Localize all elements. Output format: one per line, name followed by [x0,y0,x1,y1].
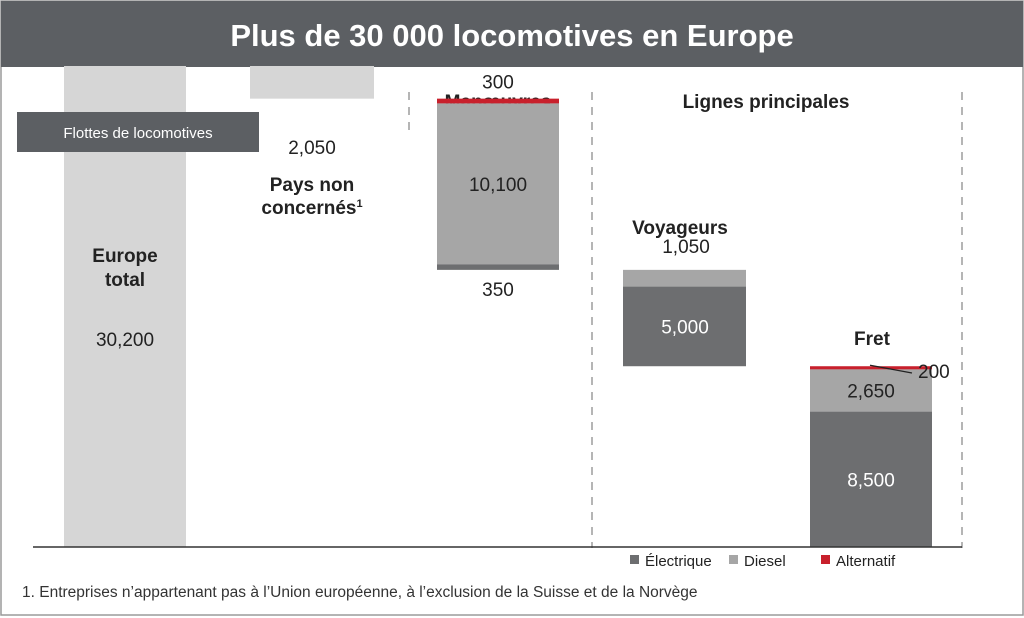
bar-fret-diesel [810,369,932,412]
fleet-tag-box [17,112,259,152]
value-label-manoeuvres-alternatif: 300 [482,73,514,94]
value-label-non-concernes: 2,050 [288,138,336,159]
value-label-fret-alternatif: 200 [918,362,950,383]
bar-manoeuvres-diesel [437,103,559,265]
bar-label-non-concernes-line1: Pays non [270,175,354,196]
bar-voyageurs-electrique [623,286,746,367]
chart-marks: Europe total 30,200 2,050 Pays nonconcernés1… [64,66,950,547]
bar-label-total-line1: Europe [92,246,157,267]
bar-voyageurs-diesel [623,269,746,287]
legend-swatch-electrique [630,555,639,564]
value-label-total: 30,200 [96,330,154,351]
footnote-marker: 1 [356,198,362,210]
legend-swatch-diesel [729,555,738,564]
value-label-voyageurs-diesel: 1,050 [662,237,710,258]
footnote: 1. Entreprises n’appartenant pas à l’Uni… [22,584,698,601]
bar-label-total-line2: total [105,270,145,291]
group-label-lignes: Lignes principales [683,92,850,113]
legend-label-alternatif: Alternatif [836,553,896,570]
category-label-voyageurs: Voyageurs [632,218,728,239]
legend: Électrique Diesel Alternatif [630,553,896,570]
bar-fret-alternatif [810,366,932,370]
bar-label-non-concernes-line2: concernés1 [261,198,362,219]
value-label-manoeuvres-electrique: 350 [482,280,514,301]
leader-line-fret-alternatif [869,364,913,374]
fleet-tag-label: Flottes de locomotives [63,125,212,142]
bar-manoeuvres-alternatif [437,98,559,104]
bar-manoeuvres-electrique [437,264,559,270]
value-label-manoeuvres-diesel: 10,100 [469,175,527,196]
legend-swatch-alternatif [821,555,830,564]
category-label-fret: Fret [854,329,891,350]
legend-label-diesel: Diesel [744,553,786,570]
value-label-fret-diesel: 2,650 [847,382,895,403]
value-label-fret-electrique: 8,500 [847,470,895,491]
value-label-voyageurs-electrique: 5,000 [661,317,709,338]
bar-fret-electrique [810,411,932,547]
legend-label-electrique: Électrique [645,553,712,570]
title-banner [1,1,1023,67]
chart-title: Plus de 30 000 locomotives en Europe [230,18,793,53]
bar-non-concernes [250,66,374,99]
